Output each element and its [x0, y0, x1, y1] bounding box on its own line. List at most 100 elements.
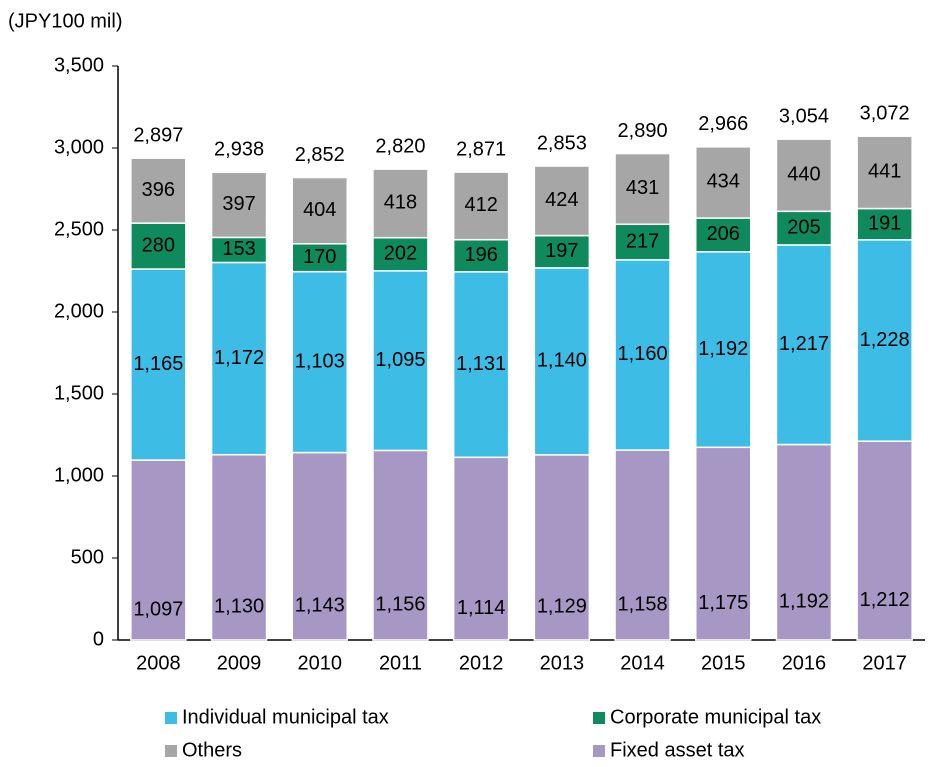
- legend-label: Fixed asset tax: [610, 739, 745, 761]
- bar-segment: [372, 449, 429, 641]
- x-tick-label: 2017: [862, 652, 907, 674]
- bar-segment: [614, 152, 671, 226]
- data-label: 191: [868, 212, 901, 234]
- data-label: 1,130: [214, 596, 264, 618]
- total-label: 2,820: [375, 135, 425, 157]
- data-label: 1,131: [456, 353, 506, 375]
- legend-swatch: [593, 745, 605, 757]
- data-label: 441: [868, 161, 901, 183]
- bar-segment: [291, 176, 348, 245]
- data-label: 205: [787, 216, 820, 238]
- legend-swatch: [165, 745, 177, 757]
- y-tick-label: 1,500: [54, 382, 104, 404]
- x-tick-label: 2012: [459, 652, 504, 674]
- bar-segment: [210, 261, 268, 456]
- bar-segment: [130, 222, 187, 270]
- bar-segment: [775, 244, 833, 446]
- data-label: 196: [464, 244, 497, 266]
- bar-segment: [291, 243, 348, 273]
- bar-segment: [695, 217, 752, 253]
- data-label: 1,217: [779, 333, 829, 355]
- bar-segment: [130, 268, 187, 461]
- bar-segment: [614, 449, 671, 641]
- total-label: 2,897: [133, 124, 183, 146]
- data-label: 1,156: [375, 593, 425, 615]
- y-axis-label: (JPY100 mil): [8, 10, 122, 32]
- bar-segment: [130, 157, 187, 224]
- data-label: 1,192: [698, 338, 748, 360]
- data-label: 1,172: [214, 347, 264, 369]
- data-label: 1,175: [698, 592, 748, 614]
- total-label: 2,938: [214, 139, 264, 161]
- data-label: 431: [626, 177, 659, 199]
- bar-segment: [291, 270, 348, 454]
- total-label: 2,966: [698, 113, 748, 135]
- total-label: 3,072: [860, 102, 910, 124]
- x-tick-label: 2010: [298, 652, 343, 674]
- bar-segment: [291, 451, 348, 641]
- data-label: 1,095: [375, 349, 425, 371]
- data-label: 397: [222, 193, 255, 215]
- legend-swatch: [165, 712, 177, 724]
- y-tick-label: 3,000: [54, 136, 104, 158]
- x-tick-label: 2009: [217, 652, 262, 674]
- bar-segment: [210, 236, 268, 264]
- total-label: 2,890: [618, 120, 668, 142]
- data-label: 1,114: [457, 597, 506, 619]
- data-label: 434: [707, 171, 740, 193]
- data-label: 202: [384, 243, 417, 265]
- bar-segment: [614, 223, 671, 261]
- legend-label: Individual municipal tax: [182, 706, 389, 728]
- bar-segment: [614, 259, 671, 451]
- x-tick-label: 2015: [701, 652, 746, 674]
- data-label: 206: [707, 223, 740, 245]
- data-label: 396: [142, 179, 175, 201]
- data-label: 1,158: [618, 593, 668, 615]
- bar-segment: [210, 171, 268, 239]
- bar-segment: [695, 251, 752, 449]
- y-tick-label: 3,500: [54, 54, 104, 76]
- bar-segment: [533, 165, 591, 237]
- bar-segment: [775, 138, 833, 213]
- data-label: 1,165: [133, 353, 183, 375]
- x-tick-label: 2013: [540, 652, 585, 674]
- bar-segment: [533, 234, 591, 269]
- bar-segment: [372, 168, 429, 239]
- x-tick-label: 2016: [782, 652, 827, 674]
- data-label: 404: [303, 199, 336, 221]
- x-tick-label: 2008: [136, 652, 181, 674]
- data-label: 1,192: [779, 591, 829, 613]
- x-tick-label: 2014: [620, 652, 665, 674]
- data-label: 1,212: [860, 589, 910, 611]
- legend-label: Corporate municipal tax: [610, 706, 821, 728]
- data-label: 412: [464, 194, 497, 216]
- bar-segment: [856, 440, 913, 641]
- data-label: 440: [787, 164, 820, 186]
- data-label: 1,143: [295, 595, 345, 617]
- y-tick-label: 500: [71, 546, 104, 568]
- y-tick-label: 2,500: [54, 218, 104, 240]
- data-label: 197: [545, 240, 578, 262]
- data-label: 1,160: [618, 343, 668, 365]
- data-label: 153: [222, 238, 255, 260]
- total-label: 2,871: [456, 138, 506, 160]
- bar-segment: [775, 210, 833, 246]
- total-label: 3,054: [779, 105, 829, 127]
- data-label: 424: [545, 189, 578, 211]
- total-label: 2,853: [537, 132, 587, 154]
- y-tick-label: 2,000: [54, 300, 104, 322]
- bar-segment: [856, 135, 913, 210]
- data-label: 170: [303, 246, 336, 268]
- data-label: 1,140: [537, 350, 587, 372]
- legend-swatch: [593, 712, 605, 724]
- x-tick-label: 2011: [379, 652, 422, 674]
- data-label: 418: [384, 192, 417, 214]
- data-label: 280: [142, 234, 175, 256]
- bar-segment: [695, 146, 752, 219]
- y-tick-label: 0: [93, 628, 104, 650]
- bar-segment: [210, 453, 268, 641]
- legend-label: Others: [182, 739, 242, 761]
- bar-segment: [452, 171, 510, 241]
- total-label: 2,852: [295, 144, 345, 166]
